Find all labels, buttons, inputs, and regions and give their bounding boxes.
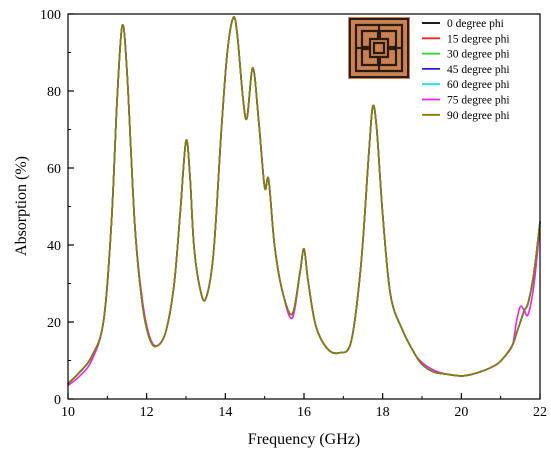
legend: 0 degree phi 15 degree phi 30 degree phi 45… — [422, 18, 510, 122]
x-tick-label: 10 — [61, 405, 75, 420]
series-line-6 — [67, 16, 541, 385]
y-axis-title: Absorption (%) — [13, 156, 30, 256]
x-tick-label: 14 — [218, 405, 232, 420]
x-tick-label: 12 — [140, 405, 154, 420]
x-tick-label: 20 — [454, 405, 468, 420]
metamaterial-unit-cell-photo — [348, 17, 410, 79]
y-tick-label: 60 — [47, 162, 61, 177]
y-axis: 0 20 40 60 80 100 — [40, 8, 74, 408]
legend-label-1: 15 degree phi — [447, 33, 510, 45]
y-tick-label: 20 — [47, 316, 61, 331]
legend-label-5: 75 degree phi — [447, 95, 510, 107]
y-tick-label: 0 — [54, 393, 61, 408]
x-axis-title: Frequency (GHz) — [248, 431, 360, 448]
x-tick-label: 18 — [376, 405, 390, 420]
legend-label-2: 30 degree phi — [447, 49, 510, 61]
y-tick-label: 80 — [47, 85, 61, 100]
x-tick-label: 16 — [297, 405, 311, 420]
series-layer — [67, 16, 541, 387]
legend-label-0: 0 degree phi — [447, 18, 504, 30]
legend-label-3: 45 degree phi — [447, 64, 510, 76]
x-tick-label: 22 — [533, 405, 547, 420]
x-axis: 10 12 14 16 18 20 22 — [61, 393, 547, 420]
legend-label-4: 60 degree phi — [447, 79, 510, 91]
y-tick-label: 100 — [40, 8, 61, 23]
y-tick-label: 40 — [47, 239, 61, 254]
legend-label-6: 90 degree phi — [447, 110, 510, 122]
